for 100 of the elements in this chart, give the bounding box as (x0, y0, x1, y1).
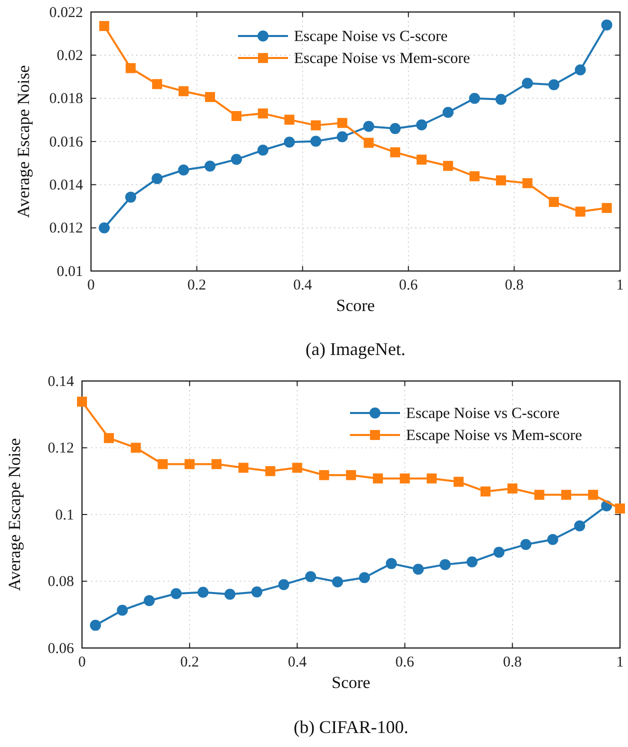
point (470, 171, 480, 182)
point (372, 473, 383, 484)
x-tick-label: 1 (616, 278, 624, 294)
point (265, 466, 276, 476)
y-tick-label: 0.022 (49, 4, 83, 21)
y-tick-label: 0.06 (48, 640, 74, 657)
point (495, 94, 506, 105)
text: (b) CIFAR-100. (294, 717, 408, 737)
x-tick-label: 0.6 (395, 654, 415, 671)
point (178, 86, 189, 96)
point (602, 202, 612, 213)
point (99, 21, 110, 32)
point (561, 490, 572, 500)
point (152, 79, 162, 90)
point (231, 111, 242, 122)
point (77, 396, 87, 407)
point (601, 19, 612, 30)
legend-label: Escape Noise vs C-score (406, 405, 560, 422)
point (493, 546, 504, 558)
y-tick-label: 0.12 (48, 440, 74, 457)
point (548, 79, 560, 90)
point (400, 473, 410, 484)
point (574, 64, 586, 76)
point (198, 586, 209, 598)
point (284, 114, 294, 125)
point (416, 119, 428, 130)
point (178, 164, 190, 176)
point (258, 108, 268, 118)
text: (a) ImageNet. (306, 339, 406, 359)
x-tick-label: 0.8 (503, 654, 522, 671)
point (319, 470, 330, 480)
point (116, 604, 128, 616)
point (416, 154, 427, 165)
point (278, 579, 290, 590)
point (412, 564, 424, 575)
x-tick-label: 0 (78, 654, 86, 671)
point (305, 571, 316, 582)
point (440, 559, 451, 570)
point (358, 572, 370, 584)
point (90, 620, 101, 631)
x-tick-label: 0.8 (504, 278, 524, 294)
y-tick-label: 0.012 (49, 220, 83, 237)
point (442, 106, 454, 118)
point (205, 92, 216, 102)
y-tick-label: 0.01 (56, 264, 83, 280)
x-tick-label: 0.6 (399, 278, 418, 294)
point (443, 160, 454, 171)
point (144, 595, 155, 606)
y-tick-label: 0.14 (48, 374, 74, 390)
legend-label: Escape Noise vs Mem-score (406, 427, 582, 444)
point (454, 476, 464, 487)
point (238, 462, 248, 473)
x-axis-title: Score (336, 296, 375, 315)
point (534, 490, 544, 500)
y-tick-label: 0.02 (56, 48, 83, 64)
point (522, 178, 532, 188)
x-tick-label: 0 (87, 278, 95, 294)
x-tick-label: 0.2 (180, 654, 199, 671)
point (152, 173, 163, 184)
x-tick-label: 0.2 (187, 278, 206, 294)
x-tick-label: 0.4 (293, 278, 312, 294)
point (496, 175, 506, 186)
point (170, 588, 182, 600)
point (332, 576, 344, 588)
y-axis-title: Average Escape Noise (5, 438, 24, 591)
y-axis-title: Average Escape Noise (14, 65, 33, 218)
point (466, 556, 478, 568)
point (522, 78, 533, 89)
point (292, 462, 302, 473)
point (310, 120, 321, 130)
point (130, 442, 141, 453)
legend-label: Escape Noise vs Mem-score (294, 50, 470, 67)
point (184, 459, 195, 470)
point (336, 131, 348, 142)
y-tick-label: 0.018 (49, 91, 83, 108)
point (386, 558, 397, 570)
point (212, 459, 222, 470)
y-tick-label: 0.014 (49, 177, 84, 194)
legend-label: Escape Noise vs C-score (294, 28, 448, 45)
x-tick-label: 1 (616, 654, 624, 671)
point (426, 473, 437, 484)
point (337, 118, 348, 128)
point (390, 147, 400, 158)
point (257, 144, 268, 156)
point (520, 539, 532, 550)
point (204, 160, 216, 172)
point (575, 206, 586, 217)
point (224, 588, 236, 600)
point (125, 192, 136, 203)
x-axis-title: Score (332, 673, 370, 692)
y-tick-label: 0.016 (49, 134, 84, 150)
point (574, 520, 586, 532)
point (615, 503, 625, 514)
y-tick-label: 0.08 (48, 574, 74, 590)
point (548, 196, 559, 207)
point (364, 138, 374, 148)
point (284, 136, 295, 148)
point (310, 136, 322, 147)
point (507, 483, 518, 494)
point (98, 222, 110, 234)
